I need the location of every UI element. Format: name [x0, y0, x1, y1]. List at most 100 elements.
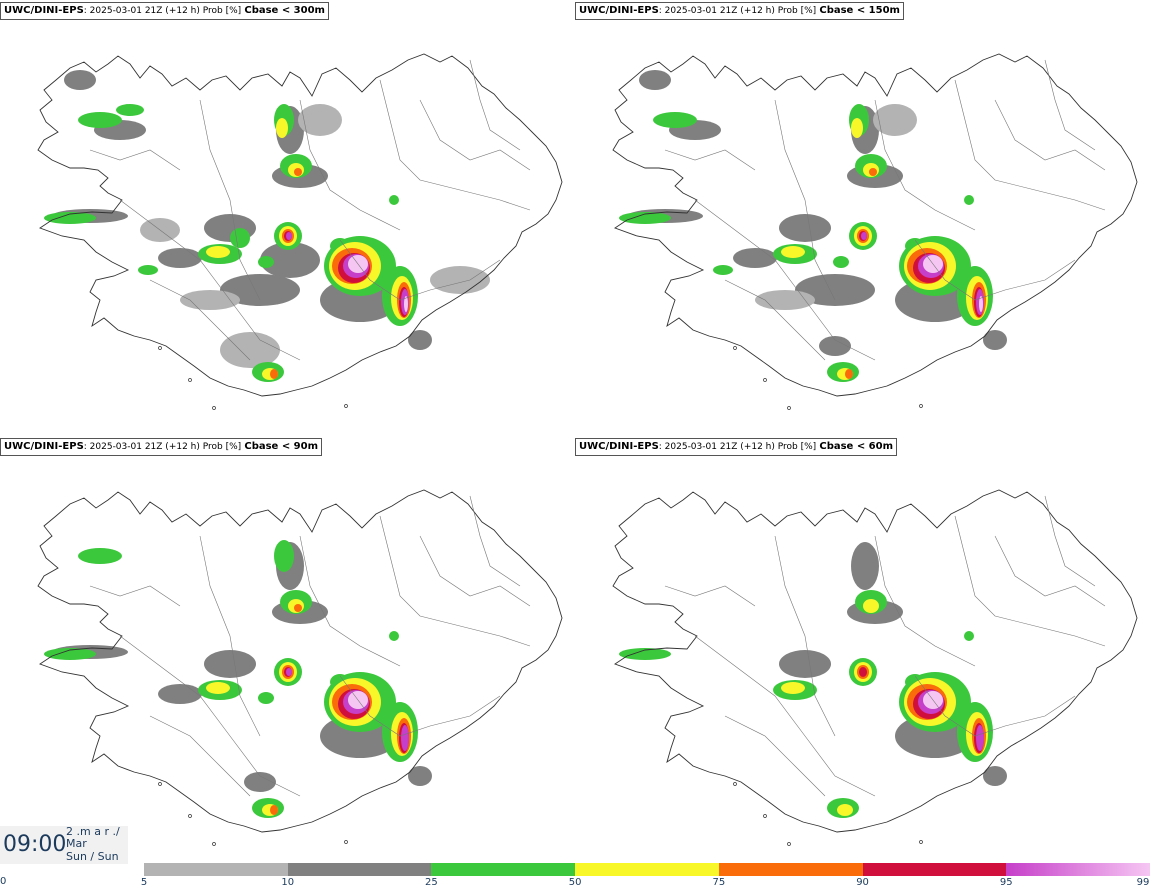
probability-area [795, 274, 875, 306]
colorbar-tick-label: 90 [856, 877, 869, 888]
panel-title: UWC/DINI-EPS: 2025-03-01 21Z (+12 h) Pro… [575, 2, 904, 20]
probability-area [964, 195, 974, 205]
valid-time-box: 09:00 2 .m a r ./ Mar Sun / Sun [0, 826, 128, 864]
region-border [694, 635, 876, 797]
probability-area [861, 232, 867, 240]
colorbar-tick-label: 5 [140, 877, 148, 888]
colorbar-segment [1006, 863, 1150, 876]
probability-area [158, 684, 202, 704]
probability-area [859, 667, 867, 677]
valid-date-line-3: Sun / Sun [66, 850, 119, 863]
region-border [379, 515, 531, 647]
probability-area [781, 682, 805, 694]
region-border [724, 279, 826, 361]
region-border [774, 535, 836, 737]
iceland-map [37, 53, 563, 410]
model-source: UWC/DINI-EPS [579, 441, 659, 452]
probability-area [408, 330, 432, 350]
probability-area [639, 70, 671, 90]
region-border [419, 535, 531, 607]
island [212, 406, 216, 410]
probability-area [64, 70, 96, 90]
probability-area [78, 112, 122, 128]
region-border [694, 199, 876, 361]
valid-time-clock: 09:00 [3, 832, 67, 857]
map-panel-2: UWC/DINI-EPS: 2025-03-01 21Z (+12 h) Pro… [575, 0, 1150, 438]
probability-area [286, 668, 292, 676]
coastline [612, 489, 1138, 833]
island [158, 346, 162, 350]
probability-area [873, 104, 917, 136]
region-border [664, 585, 756, 607]
probability-area [294, 604, 302, 612]
island [344, 404, 348, 408]
probability-area [430, 266, 490, 294]
probability-area [44, 212, 96, 224]
probability-area [138, 265, 158, 275]
probability-area [404, 296, 408, 312]
colorbar-tick-label: 99 [1136, 877, 1150, 888]
probability-area [276, 118, 288, 138]
map-panel-3: UWC/DINI-EPS: 2025-03-01 21Z (+12 h) Pro… [0, 436, 575, 874]
region-border [1044, 59, 1096, 151]
island [158, 782, 162, 786]
probability-area [158, 248, 202, 268]
iceland-map [612, 489, 1138, 846]
probability-area [781, 246, 805, 258]
probability-area [983, 766, 1007, 786]
colorbar-tick-label: 95 [999, 877, 1013, 888]
probability-area [833, 256, 849, 268]
probability-area [869, 168, 877, 176]
probability-area [294, 168, 302, 176]
island [212, 842, 216, 846]
probability-area [653, 112, 697, 128]
run-meta: : 2025-03-01 21Z (+12 h) Prob [%] [83, 6, 242, 16]
probability-area [733, 248, 777, 268]
region-border [419, 99, 531, 171]
probability-area [779, 214, 831, 242]
region-border [914, 239, 1076, 301]
colorbar-segment [718, 863, 864, 876]
probability-area [979, 296, 983, 312]
island [763, 378, 767, 382]
region-border [469, 495, 521, 587]
probability-area [274, 540, 294, 572]
colorbar-tick-label: 50 [568, 877, 582, 888]
probability-area [220, 274, 300, 306]
region-border [379, 79, 531, 211]
island [919, 840, 923, 844]
colorbar-segment [431, 863, 576, 876]
colorbar-tick-label: 25 [425, 877, 438, 888]
probability-area [819, 336, 851, 356]
region-border [874, 535, 976, 667]
region-border [874, 99, 976, 231]
probability-area [258, 692, 274, 704]
map-panel-4: UWC/DINI-EPS: 2025-03-01 21Z (+12 h) Pro… [575, 436, 1150, 874]
probability-area [779, 650, 831, 678]
colorbar-segment [862, 863, 1007, 876]
run-meta: : 2025-03-01 21Z (+12 h) Prob [%] [658, 442, 817, 452]
coastline [37, 489, 563, 833]
cloud-base-threshold: Cbase < 60m [819, 441, 894, 452]
map-panel-1: UWC/DINI-EPS: 2025-03-01 21Z (+12 h) Pro… [0, 0, 575, 438]
probability-area [44, 648, 96, 660]
probability-area [713, 265, 733, 275]
region-border [89, 585, 181, 607]
probability-area [851, 542, 879, 590]
valid-date-line-2: Mar [66, 837, 87, 850]
region-border [149, 279, 251, 361]
probability-area [976, 725, 984, 751]
region-border [914, 675, 1076, 737]
probability-area [286, 232, 292, 240]
region-border [299, 535, 401, 667]
probability-area [845, 369, 853, 379]
cloud-base-threshold: Cbase < 90m [244, 441, 319, 452]
iceland-map [612, 53, 1138, 410]
cloud-base-threshold: Cbase < 300m [244, 5, 325, 16]
region-border [664, 149, 756, 171]
probability-area [389, 195, 399, 205]
probability-area [206, 682, 230, 694]
island [188, 378, 192, 382]
probability-area [389, 631, 399, 641]
model-source: UWC/DINI-EPS [4, 5, 84, 16]
